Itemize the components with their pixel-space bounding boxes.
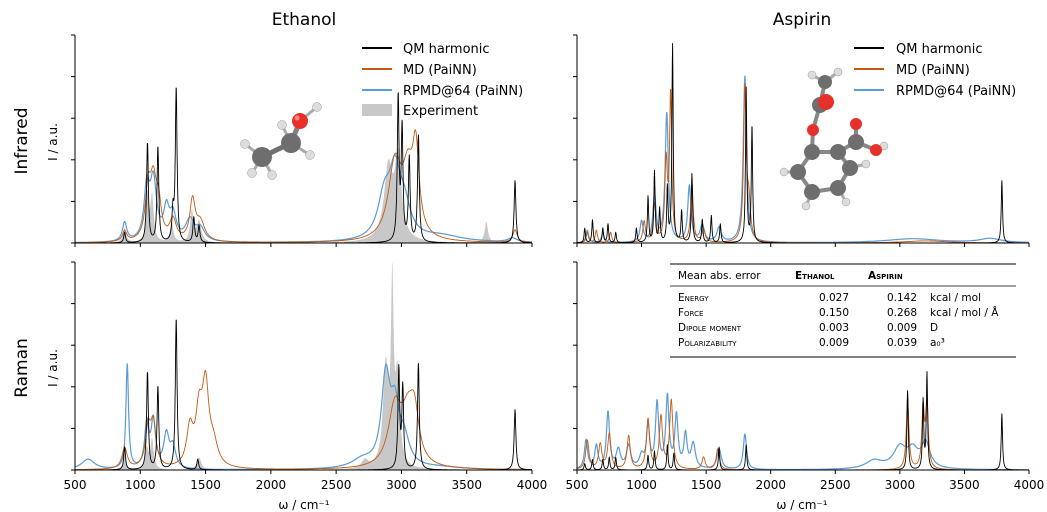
- series-line-md-painn: [576, 396, 1030, 471]
- table-cell-unit: D: [930, 322, 938, 334]
- x-tick-label: 2500: [820, 478, 851, 492]
- series-line-rpmd-64-painn: [74, 154, 533, 244]
- column-title-aspirin: Aspirin: [773, 10, 832, 30]
- x-tick-label: 3000: [885, 478, 916, 492]
- legend-label-rpmd: RPMD@64 (PaiNN): [403, 84, 523, 99]
- aspirin-molecule: [779, 67, 889, 211]
- x-tick-label: 4000: [517, 478, 548, 492]
- series-line-rpmd-64-painn: [74, 363, 533, 471]
- table-header-label: Mean abs. error: [678, 270, 761, 282]
- table-cell-ethanol: 0.027: [819, 292, 849, 304]
- x-tick-label: 3500: [949, 478, 980, 492]
- table-cell-ethanol: 0.003: [819, 322, 849, 334]
- series-area-experiment: [75, 262, 532, 470]
- series-line-rpmd-64-painn: [576, 75, 1030, 244]
- x-axis-label-aspirin: ω / cm⁻¹: [776, 498, 827, 512]
- x-tick-label: 500: [64, 478, 87, 492]
- table-cell-aspirin: 0.142: [887, 292, 917, 304]
- table-cell-aspirin: 0.039: [887, 337, 917, 349]
- table-background: [670, 262, 1016, 359]
- x-tick-label: 1500: [190, 478, 221, 492]
- legend-swatch-experiment: [362, 104, 392, 116]
- legend-label-md: MD (PaiNN): [896, 63, 970, 78]
- panel-aspirin-raman: 500 1000 1500 2000 2500 3000 3500 4000: [566, 261, 1045, 492]
- error-table: Mean abs. error Ethanol Aspirin Energy 0…: [670, 262, 1016, 359]
- x-axis-label-ethanol: ω / cm⁻¹: [278, 498, 329, 512]
- x-tick-label: 3000: [386, 478, 417, 492]
- series-line-md-painn: [74, 129, 533, 243]
- x-tick-label: 2000: [755, 478, 786, 492]
- legend-label-experiment: Experiment: [403, 104, 478, 119]
- legend-aspirin-ir: QM harmonic MD (PaiNN) RPMD@64 (PaiNN): [854, 42, 1016, 99]
- legend-label-qm-harmonic: QM harmonic: [403, 42, 490, 57]
- table-header-aspirin: Aspirin: [868, 270, 903, 282]
- x-tick-label: 1000: [125, 478, 156, 492]
- panel-ethanol-raman: 500 1000 1500 2000 2500 3000 3500 4000: [64, 261, 548, 492]
- legend-label-md: MD (PaiNN): [403, 63, 477, 78]
- table-cell-unit: kcal / mol: [930, 292, 981, 304]
- x-tick-label: 3500: [451, 478, 482, 492]
- table-cell-ethanol: 0.009: [819, 337, 849, 349]
- legend-ethanol-ir: QM harmonic MD (PaiNN) RPMD@64 (PaiNN) E…: [362, 42, 523, 119]
- ethanol-molecule: [240, 102, 322, 180]
- x-tick-label: 2000: [256, 478, 287, 492]
- legend-label-qm-harmonic: QM harmonic: [896, 42, 983, 57]
- row-label-raman: Raman: [12, 338, 32, 398]
- table-row-label: Polarizability: [678, 337, 737, 349]
- table-row-label: Energy: [678, 292, 709, 304]
- table-header-ethanol: Ethanol: [795, 270, 835, 282]
- y-axis-label-raman: I / a.u.: [46, 349, 60, 387]
- series-line-rpmd-64-painn: [576, 392, 1030, 471]
- x-tick-label: 500: [566, 478, 589, 492]
- table-cell-aspirin: 0.009: [887, 322, 917, 334]
- series-area-experiment: [75, 147, 532, 243]
- table-cell-unit: kcal / mol / Å: [930, 306, 999, 319]
- table-cell-unit: a₀³: [930, 337, 945, 349]
- panel-ethanol-infrared: [71, 34, 533, 247]
- series-line-md-painn: [74, 370, 533, 470]
- x-tick-label: 1000: [626, 478, 657, 492]
- table-row-label: Force: [678, 307, 703, 319]
- x-tick-label: 1500: [691, 478, 722, 492]
- y-axis-label-infrared: I / a.u.: [46, 123, 60, 161]
- x-tick-label: 4000: [1014, 478, 1045, 492]
- x-tick-label: 2500: [321, 478, 352, 492]
- column-title-ethanol: Ethanol: [272, 10, 337, 30]
- legend-label-rpmd: RPMD@64 (PaiNN): [896, 84, 1016, 99]
- table-cell-aspirin: 0.268: [887, 307, 917, 319]
- panel-aspirin-infrared: [573, 34, 1030, 247]
- table-cell-ethanol: 0.150: [819, 307, 849, 319]
- table-row-label: Dipole moment: [678, 322, 742, 334]
- row-label-infrared: Infrared: [12, 107, 32, 174]
